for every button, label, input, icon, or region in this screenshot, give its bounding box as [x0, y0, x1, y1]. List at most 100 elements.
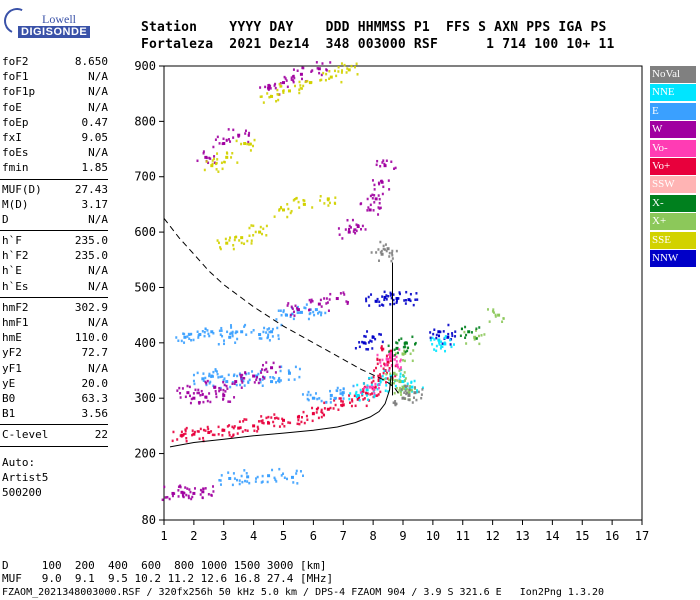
data-point-sse [234, 236, 237, 239]
data-point-noval [420, 396, 423, 400]
data-point-w [202, 152, 205, 155]
param-label: foF2 [2, 55, 29, 68]
data-point-e [215, 370, 218, 373]
data-point-sse [205, 160, 208, 163]
data-point-w [171, 491, 175, 495]
data-point-w [354, 231, 357, 235]
data-point-e [220, 474, 223, 477]
data-point-x- [403, 379, 406, 383]
data-point-e [177, 339, 180, 342]
x-tick-label: 16 [605, 529, 619, 543]
auto-code: 500200 [2, 485, 42, 499]
data-point-w [205, 396, 208, 399]
data-point-w [240, 379, 243, 382]
data-point-x- [392, 371, 396, 375]
data-point-x- [464, 336, 467, 340]
data-point-nnw [374, 337, 377, 341]
data-point-w [208, 392, 211, 395]
data-point-e [196, 330, 199, 333]
data-point-w [325, 297, 328, 300]
data-point-e [289, 315, 292, 318]
data-point-sse [249, 149, 252, 152]
data-point-sse [353, 65, 356, 69]
data-point-w [176, 389, 179, 392]
data-point-e [218, 479, 221, 482]
data-point-sse [350, 64, 353, 68]
data-point-sse [287, 207, 290, 211]
data-point-w [201, 490, 205, 494]
data-point-e [313, 313, 316, 317]
data-point-vo- [301, 416, 304, 419]
x-tick-label: 7 [340, 529, 347, 543]
data-point-nnw [415, 292, 418, 295]
data-point-nnw [383, 298, 386, 302]
data-point-vo- [302, 410, 305, 414]
data-point-w [237, 135, 240, 138]
data-point-vo- [385, 381, 388, 384]
data-point-e [223, 339, 226, 342]
data-point-w [227, 400, 230, 403]
data-point-sse [266, 92, 269, 95]
data-point-nne [399, 375, 402, 378]
data-point-sse [311, 206, 314, 209]
param-value: N/A [88, 264, 108, 278]
data-point-nnw [454, 335, 457, 338]
data-point-vo- [378, 383, 381, 386]
data-point-nne [413, 379, 416, 383]
data-point-e [201, 330, 204, 333]
data-point-vo- [217, 433, 220, 436]
param-row-h-f: h`F 235.0 [0, 233, 112, 248]
data-point-w [194, 388, 197, 392]
data-point-e [219, 375, 222, 379]
data-point-vo- [184, 429, 187, 433]
data-point-w [342, 291, 345, 294]
data-point-nne [438, 343, 441, 346]
param-value: 27.43 [74, 182, 108, 196]
param-label: fxI [2, 130, 22, 144]
data-point-sse [225, 155, 229, 159]
data-point-sse [282, 208, 285, 212]
param-label: hmE [2, 331, 22, 345]
data-point-w [187, 496, 190, 500]
data-point-vo- [306, 418, 309, 422]
data-point-vo- [323, 413, 326, 417]
x-tick-label: 3 [220, 529, 227, 543]
data-point-vo- [369, 393, 372, 396]
data-point-w [359, 202, 362, 206]
y-tick-label: 80 [142, 513, 156, 527]
data-point-vo- [257, 427, 260, 431]
data-point-w [199, 493, 202, 496]
data-point-vo- [256, 430, 259, 433]
data-point-w [189, 394, 192, 398]
data-point-noval [420, 393, 423, 396]
data-point-nnw [375, 300, 378, 303]
data-point-sse [232, 243, 235, 247]
data-point-w [241, 373, 244, 377]
data-point-sse [325, 72, 328, 76]
data-point-noval [415, 398, 418, 402]
data-point-w [323, 297, 326, 300]
data-point-e [318, 310, 321, 314]
data-point-vo- [199, 427, 202, 431]
param-value: 110.0 [74, 331, 108, 345]
data-point-w [267, 88, 270, 91]
data-point-w [247, 134, 250, 137]
data-point-vo- [390, 351, 393, 355]
data-point-nnw [371, 347, 374, 350]
data-point-e [231, 483, 234, 487]
data-point-e [234, 341, 237, 344]
data-point-vo- [386, 377, 389, 380]
data-point-e [287, 369, 290, 372]
param-separator [0, 424, 108, 426]
data-point-sse [333, 201, 336, 205]
data-point-w [182, 494, 185, 498]
data-point-e [219, 483, 222, 486]
data-point-w [208, 156, 211, 160]
data-point-w [379, 206, 382, 210]
data-point-e [218, 329, 221, 333]
auto-label: Auto: [2, 455, 36, 469]
data-point-vo- [311, 406, 314, 410]
data-point-vo- [245, 418, 248, 421]
data-point-sse [210, 164, 214, 168]
data-point-vo- [270, 416, 273, 419]
